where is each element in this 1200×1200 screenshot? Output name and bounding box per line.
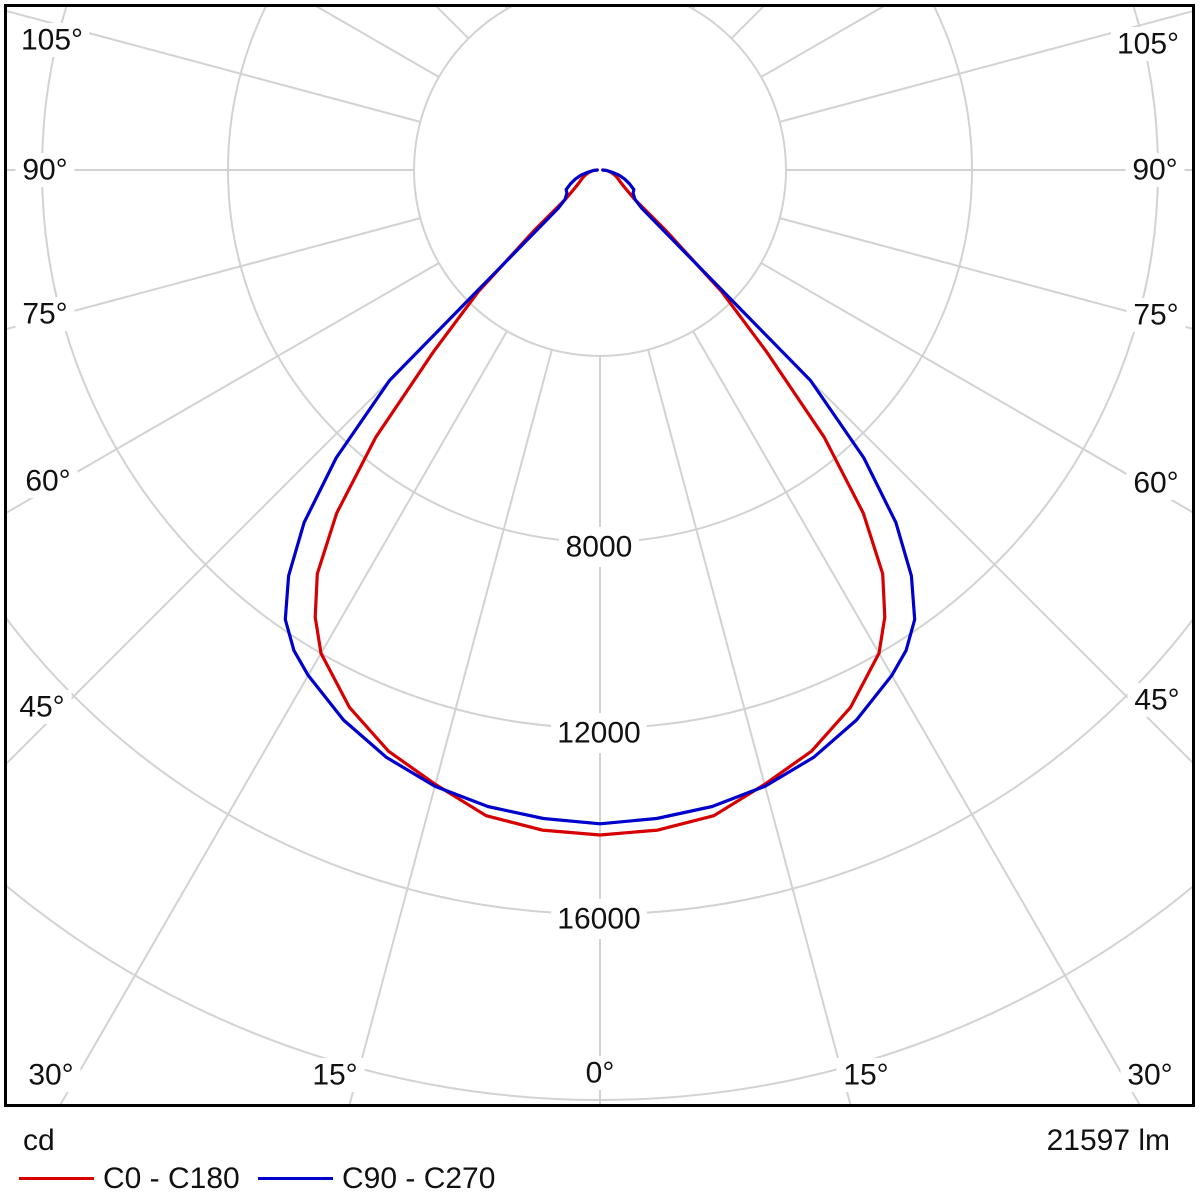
label-mask: [15, 297, 75, 331]
label-mask: [1126, 466, 1186, 500]
radial-spoke: [779, 217, 1192, 330]
radial-spoke: [348, 349, 553, 1104]
legend-label-c90-c270: C90 - C270: [342, 1162, 496, 1195]
label-mask: [1125, 153, 1185, 187]
angle-label: 0°: [586, 1057, 615, 1090]
label-mask: [559, 527, 639, 567]
label-mask: [15, 23, 89, 57]
angle-label: 90°: [1132, 154, 1177, 187]
label-mask: [21, 1058, 81, 1092]
radial-spoke: [692, 330, 1141, 1104]
radial-spoke: [730, 300, 1192, 764]
label-mask: [551, 713, 647, 753]
angle-label: 105°: [21, 24, 83, 57]
angle-label: 45°: [19, 691, 64, 724]
label-mask: [15, 153, 75, 187]
series-curve-c0-c180: [313, 168, 887, 837]
label-mask: [1111, 27, 1185, 61]
angle-label: 15°: [312, 1059, 357, 1092]
radial-spoke: [7, 300, 470, 765]
unit-label: cd: [23, 1124, 55, 1157]
ring-value-label: 8000: [566, 531, 633, 564]
series-curve-c90-c270: [283, 168, 917, 826]
radial-spoke: [779, 10, 1192, 123]
label-mask: [1127, 683, 1187, 717]
angle-label: 30°: [28, 1059, 73, 1092]
radial-spoke: [760, 262, 1192, 513]
legend-label-c0-c180: C0 - C180: [103, 1162, 240, 1195]
angle-label: 90°: [22, 154, 67, 187]
angle-labels: 0° 15° 15° 30° 30° 45° 45° 60° 60° 75° 75° 90° 90° 10…: [12, 23, 1187, 1092]
angle-label: 45°: [1134, 684, 1179, 717]
angle-label: 30°: [1127, 1059, 1172, 1092]
angle-label: 60°: [25, 465, 70, 498]
radial-spoke: [59, 330, 508, 1104]
label-mask: [1126, 298, 1186, 332]
label-mask: [18, 464, 78, 498]
legend-swatch-c0-c180: [19, 1177, 94, 1180]
radial-spoke: [647, 349, 852, 1104]
angle-label: 75°: [22, 298, 67, 331]
label-mask: [1120, 1058, 1180, 1092]
angle-label: 60°: [1133, 467, 1178, 500]
radial-spoke: [7, 217, 421, 330]
plot-border: [4, 4, 1195, 1107]
radial-spoke: [7, 262, 440, 514]
label-mask: [551, 899, 647, 939]
angle-label: 75°: [1133, 299, 1178, 332]
label-mask: [12, 690, 72, 724]
label-mask: [305, 1058, 365, 1092]
angle-label: 15°: [843, 1059, 888, 1092]
radial-spoke: [7, 10, 421, 123]
ring-value-label: 16000: [557, 903, 640, 936]
legend-swatch-c90-c270: [258, 1177, 333, 1180]
label-mask: [836, 1058, 896, 1092]
label-mask: [578, 1056, 622, 1090]
flux-label: 21597 lm: [1046, 1124, 1170, 1157]
ring-value-label: 12000: [557, 717, 640, 750]
angle-label: 105°: [1117, 28, 1179, 61]
